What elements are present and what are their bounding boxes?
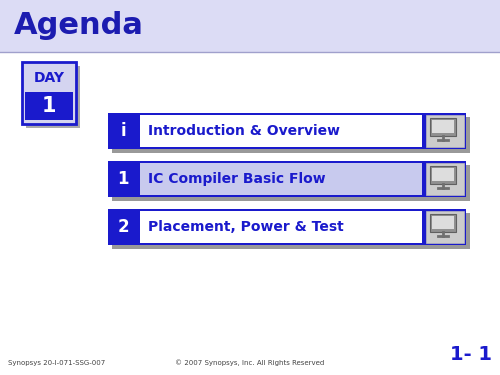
Bar [22, 62, 76, 124]
Bar [430, 166, 456, 184]
Text: 1- 1: 1- 1 [450, 345, 492, 364]
Bar [140, 211, 422, 243]
Text: Introduction & Overview: Introduction & Overview [148, 124, 340, 138]
Text: 1: 1 [117, 170, 129, 188]
Bar [426, 163, 464, 195]
Bar [140, 115, 422, 147]
Bar [432, 168, 454, 181]
Text: 1: 1 [42, 96, 56, 116]
Bar [0, 0, 500, 52]
Text: DAY: DAY [34, 71, 64, 85]
Bar [432, 216, 454, 229]
Bar [430, 118, 456, 136]
Bar [432, 120, 454, 133]
Text: Agenda: Agenda [14, 12, 144, 40]
Bar [108, 209, 466, 245]
Bar [426, 115, 464, 147]
Text: 2: 2 [117, 218, 129, 236]
Text: Placement, Power & Test: Placement, Power & Test [148, 220, 344, 234]
Text: i: i [120, 122, 126, 140]
Bar [112, 213, 470, 249]
Bar [108, 113, 466, 149]
Bar [112, 117, 470, 153]
Text: IC Compiler Basic Flow: IC Compiler Basic Flow [148, 172, 326, 186]
Bar [26, 66, 80, 128]
Bar [430, 214, 456, 232]
Text: Synopsys 20-I-071-SSG-007: Synopsys 20-I-071-SSG-007 [8, 360, 105, 366]
Bar [140, 163, 422, 195]
Text: © 2007 Synopsys, Inc. All Rights Reserved: © 2007 Synopsys, Inc. All Rights Reserve… [176, 360, 324, 366]
Bar [112, 165, 470, 201]
Bar [25, 92, 73, 120]
Bar [426, 211, 464, 243]
Bar [108, 161, 466, 197]
